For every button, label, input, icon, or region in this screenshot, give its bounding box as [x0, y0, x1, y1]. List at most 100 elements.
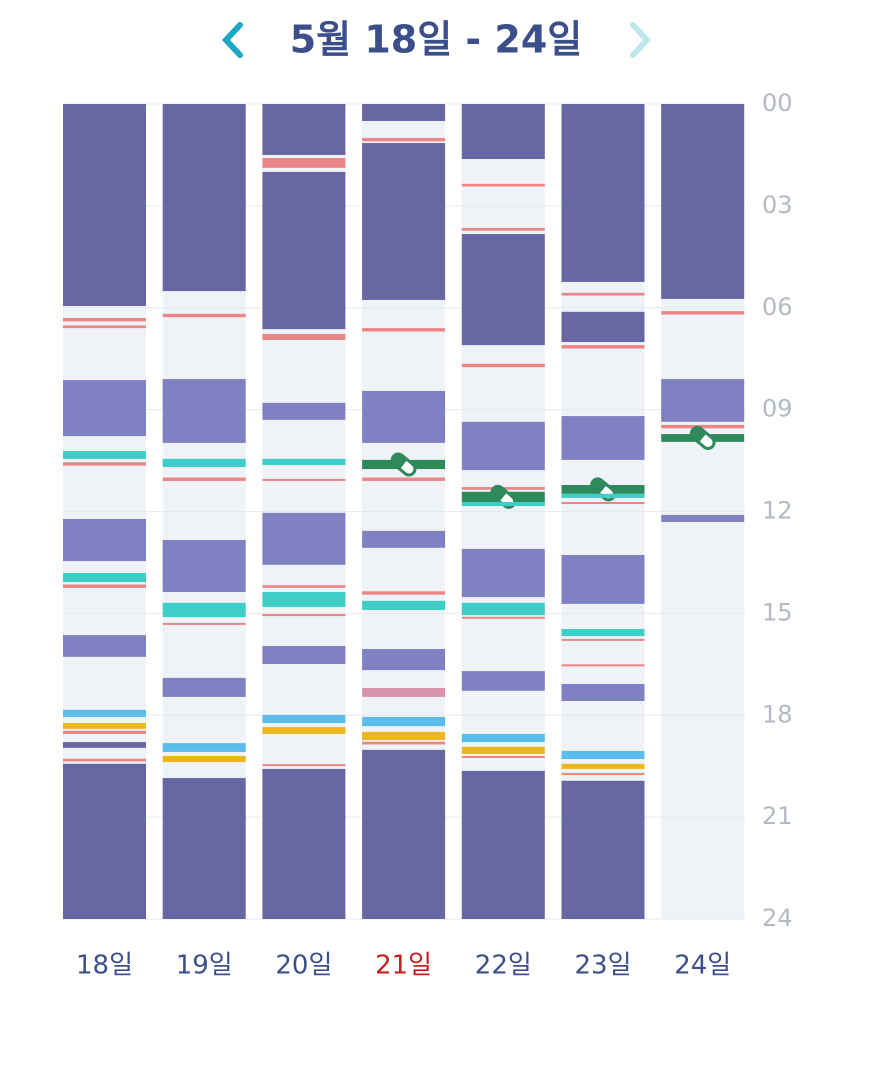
day-label: 20일 [275, 951, 332, 981]
activity-segment [561, 628, 645, 637]
activity-segment [262, 714, 346, 724]
activity-segment [362, 104, 446, 121]
activity-segment [461, 671, 545, 691]
activity-segment [63, 380, 146, 437]
y-tick-label: 03 [762, 191, 793, 219]
activity-segment [661, 424, 745, 429]
activity-segment [63, 518, 146, 562]
activity-segment [561, 554, 645, 604]
activity-segment [262, 402, 346, 420]
activity-segment [262, 768, 346, 919]
activity-segment [63, 709, 146, 717]
activity-segment [461, 501, 545, 507]
next-week[interactable] [630, 22, 652, 58]
y-tick-label: 09 [762, 395, 793, 423]
day-label: 24일 [674, 951, 731, 981]
activity-segment [661, 311, 745, 315]
activity-segment [63, 742, 146, 748]
activity-segment [63, 758, 146, 762]
activity-segment [561, 780, 645, 919]
activity-segment [461, 756, 545, 759]
day-label: 19일 [176, 951, 233, 981]
activity-segment [461, 104, 545, 160]
activity-segment [262, 458, 346, 465]
activity-segment [561, 772, 645, 776]
activity-segment [461, 746, 545, 754]
activity-segment [162, 622, 246, 625]
medicine-icon [689, 425, 716, 450]
activity-segment [461, 770, 545, 919]
medicine-icon [390, 452, 417, 477]
activity-segment [262, 585, 346, 588]
activity-segment [162, 104, 246, 292]
pill-half [491, 486, 508, 502]
day-label: 21일 [375, 951, 432, 981]
day-label: 18일 [76, 951, 133, 981]
activity-segment [63, 325, 146, 329]
activity-segment [262, 478, 346, 481]
pill-half [591, 478, 607, 495]
activity-segment [362, 600, 446, 610]
activity-segment [262, 764, 346, 767]
activity-segment [561, 493, 645, 498]
activity-segment [162, 540, 246, 592]
activity-segment [63, 462, 146, 466]
activity-segment [262, 171, 346, 330]
activity-segment [561, 292, 645, 296]
previous-week[interactable] [221, 22, 243, 58]
activity-segment [162, 756, 246, 763]
activity-segment [162, 313, 246, 318]
activity-segment [63, 451, 146, 459]
pill-half [392, 453, 408, 470]
activity-segment [63, 572, 146, 583]
activity-segment [661, 379, 745, 422]
activity-segment [63, 104, 146, 307]
activity-segment [162, 743, 246, 752]
activity-segment [561, 763, 645, 769]
y-tick-label: 12 [762, 497, 793, 525]
activity-segment [362, 741, 446, 745]
activity-segment [362, 731, 446, 741]
activity-segment [162, 778, 246, 919]
activity-segment [262, 614, 346, 617]
activity-segment [561, 104, 645, 282]
activity-segment [162, 677, 246, 697]
activity-segment [561, 345, 645, 349]
activity-segment [461, 421, 545, 471]
activity-segment [561, 311, 645, 343]
activity-segment [362, 143, 446, 300]
activity-segment [661, 104, 745, 299]
activity-segment [63, 763, 146, 919]
activity-segment [262, 727, 346, 734]
activity-segment [362, 137, 446, 142]
activity-segment [561, 416, 645, 460]
activity-segment [461, 548, 545, 598]
activity-segment [461, 234, 545, 346]
activity-segment [262, 512, 346, 565]
activity-segment [262, 591, 346, 607]
activity-segment [561, 684, 645, 701]
y-tick-label: 06 [762, 293, 793, 321]
week-title: 5월 18일 - 24일 [290, 18, 583, 62]
activity-segment [561, 750, 645, 760]
activity-segment [262, 104, 346, 155]
activity-segment [362, 591, 446, 595]
y-tick-label: 24 [762, 904, 793, 932]
activity-segment [661, 514, 745, 523]
activity-segment [162, 458, 246, 468]
activity-segment [362, 649, 446, 671]
activity-segment [362, 477, 446, 481]
activity-segment [461, 183, 545, 187]
y-tick-label: 00 [762, 89, 793, 117]
activity-segment [63, 730, 146, 734]
activity-segment [262, 645, 346, 664]
activity-segment [362, 530, 446, 548]
activity-segment [461, 227, 545, 231]
activity-segment [362, 688, 446, 697]
pill-half [691, 427, 707, 443]
activity-segment [461, 733, 545, 743]
activity-segment [262, 157, 346, 168]
day-label: 22일 [475, 951, 532, 981]
activity-segment [362, 328, 446, 332]
